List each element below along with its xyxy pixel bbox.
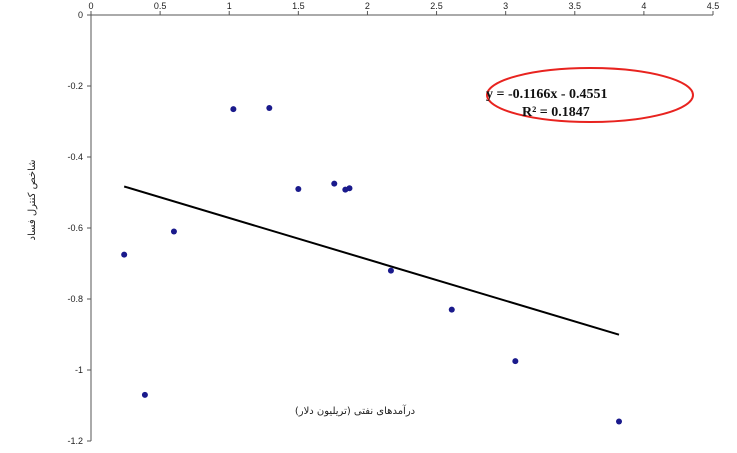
data-point: [295, 185, 302, 192]
y-axis: 0 -0.2 -0.4 -0.6 -0.8 -1 -1.2: [67, 10, 92, 446]
data-point: [331, 180, 338, 187]
trendline-equation: y = -0.1166x - 0.4551: [486, 87, 608, 102]
x-axis: 0 0.5 1 1.5 2 2.5 3 3.5 4 4.5: [88, 1, 720, 16]
data-point: [170, 228, 177, 235]
x-axis-title: درآمدهای نفتی (تریلیون دلار): [295, 404, 415, 417]
data-point: [266, 105, 273, 112]
data-point: [448, 306, 455, 313]
y-tick-label: -1: [75, 365, 83, 375]
y-tick-label: -0.6: [67, 223, 83, 233]
x-tick-label: 2: [365, 1, 370, 11]
data-point: [121, 251, 128, 258]
y-axis-title: شاخص کنترل فساد: [27, 160, 38, 241]
r-squared-value: R² = 0.1847: [522, 105, 590, 120]
y-tick-label: 0: [78, 10, 83, 20]
data-point: [512, 358, 519, 365]
x-tick-label: 0.5: [154, 1, 167, 11]
trendline-layer: [123, 185, 620, 336]
y-tick-label: -0.4: [67, 152, 83, 162]
data-point: [141, 391, 148, 398]
x-tick-label: 1.5: [292, 1, 305, 11]
x-tick-label: 4.5: [707, 1, 720, 11]
x-tick-label: 2.5: [430, 1, 443, 11]
x-tick-label: 3.5: [569, 1, 582, 11]
data-point: [230, 106, 237, 113]
y-tick-label: -0.2: [67, 81, 83, 91]
x-tick-label: 4: [641, 1, 646, 11]
x-tick-label: 1: [227, 1, 232, 11]
x-tick-label: 0: [88, 1, 93, 11]
data-point: [346, 185, 353, 192]
x-tick-label: 3: [503, 1, 508, 11]
data-point: [387, 267, 394, 274]
y-tick-label: -1.2: [67, 436, 83, 446]
data-points: [121, 105, 623, 425]
data-point: [616, 418, 623, 425]
equation-annotation: y = -0.1166x - 0.4551 R² = 0.1847: [486, 67, 694, 123]
trendline: [123, 185, 620, 336]
y-tick-label: -0.8: [67, 294, 83, 304]
equation-highlight-ellipse: [486, 67, 694, 123]
